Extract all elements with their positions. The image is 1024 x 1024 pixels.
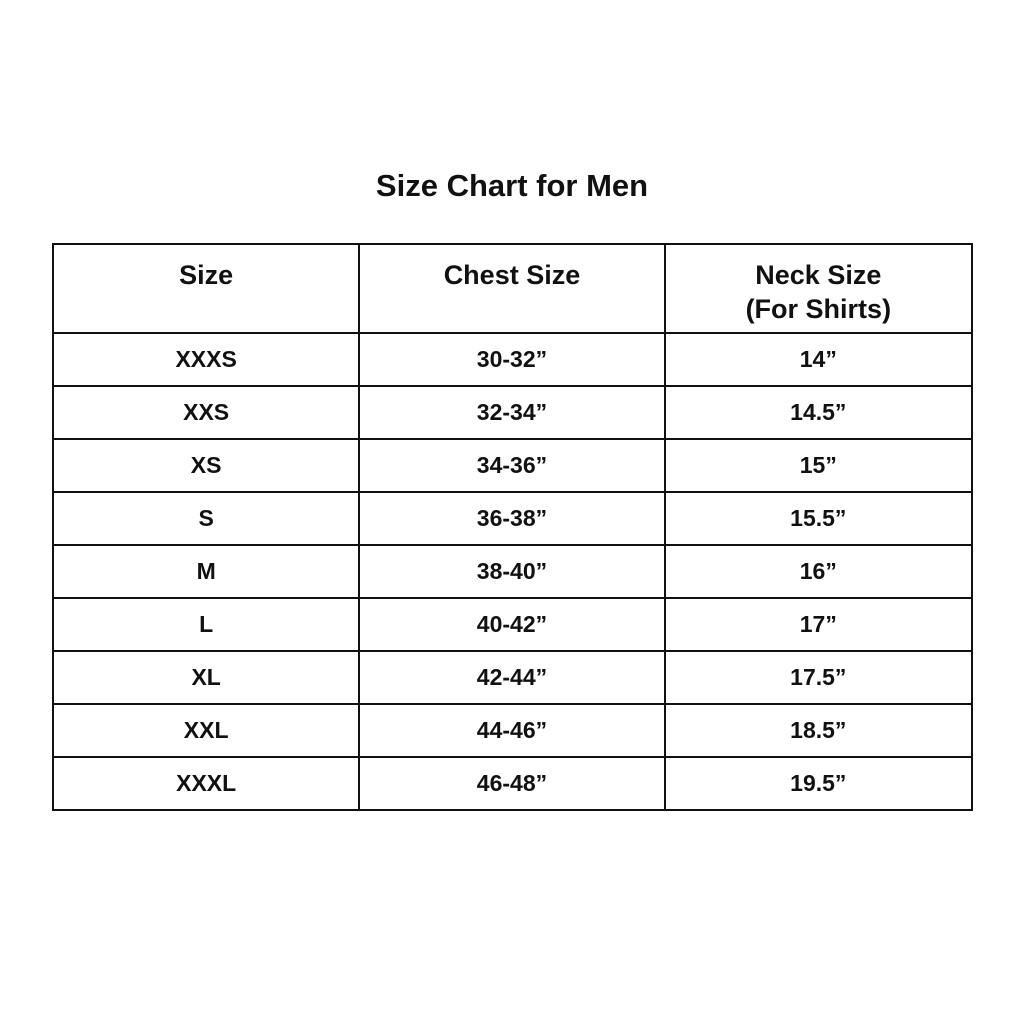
table-row: XS 34-36” 15” — [51, 438, 974, 493]
cell-chest-size: 32-34” — [358, 385, 666, 440]
cell-size: XL — [51, 650, 361, 705]
cell-size: L — [51, 597, 361, 652]
cell-size: S — [51, 491, 361, 546]
cell-neck-size: 14.5” — [663, 385, 974, 440]
cell-size: M — [51, 544, 361, 599]
cell-neck-size: 17.5” — [663, 650, 974, 705]
table-row: XXXL 46-48” 19.5” — [51, 756, 974, 811]
cell-chest-size: 30-32” — [358, 332, 666, 387]
header-neck-size-note: (For Shirts) — [745, 294, 892, 324]
header-row: Size Chest Size Neck Size (For Shirts) — [51, 243, 974, 334]
cell-chest-size: 40-42” — [358, 597, 666, 652]
table-row: M 38-40” 16” — [51, 544, 974, 599]
cell-neck-size: 16” — [663, 544, 974, 599]
cell-chest-size: 46-48” — [358, 756, 666, 811]
header-neck-size-label: Neck Size — [755, 260, 882, 290]
cell-size: XS — [51, 438, 361, 493]
cell-chest-size: 36-38” — [358, 491, 666, 546]
cell-chest-size: 44-46” — [358, 703, 666, 758]
cell-size: XXXS — [51, 332, 361, 387]
size-chart-table: Size Chest Size Neck Size (For Shirts) XX… — [51, 243, 974, 811]
cell-neck-size: 18.5” — [663, 703, 974, 758]
cell-size: XXL — [51, 703, 361, 758]
cell-neck-size: 15” — [663, 438, 974, 493]
table-row: XXXS 30-32” 14” — [51, 332, 974, 387]
page-title: Size Chart for Men — [375, 168, 649, 203]
cell-neck-size: 19.5” — [663, 756, 974, 811]
header-neck-size: Neck Size (For Shirts) — [663, 243, 974, 334]
cell-neck-size: 17” — [663, 597, 974, 652]
header-size: Size — [51, 243, 361, 334]
cell-neck-size: 15.5” — [663, 491, 974, 546]
cell-neck-size: 14” — [663, 332, 974, 387]
cell-chest-size: 38-40” — [358, 544, 666, 599]
cell-chest-size: 34-36” — [358, 438, 666, 493]
table-row: XXL 44-46” 18.5” — [51, 703, 974, 758]
cell-chest-size: 42-44” — [358, 650, 666, 705]
table-row: S 36-38” 15.5” — [51, 491, 974, 546]
cell-size: XXS — [51, 385, 361, 440]
header-chest-size: Chest Size — [358, 243, 666, 334]
cell-size: XXXL — [51, 756, 361, 811]
table-row: XXS 32-34” 14.5” — [51, 385, 974, 440]
table-row: L 40-42” 17” — [51, 597, 974, 652]
table-row: XL 42-44” 17.5” — [51, 650, 974, 705]
